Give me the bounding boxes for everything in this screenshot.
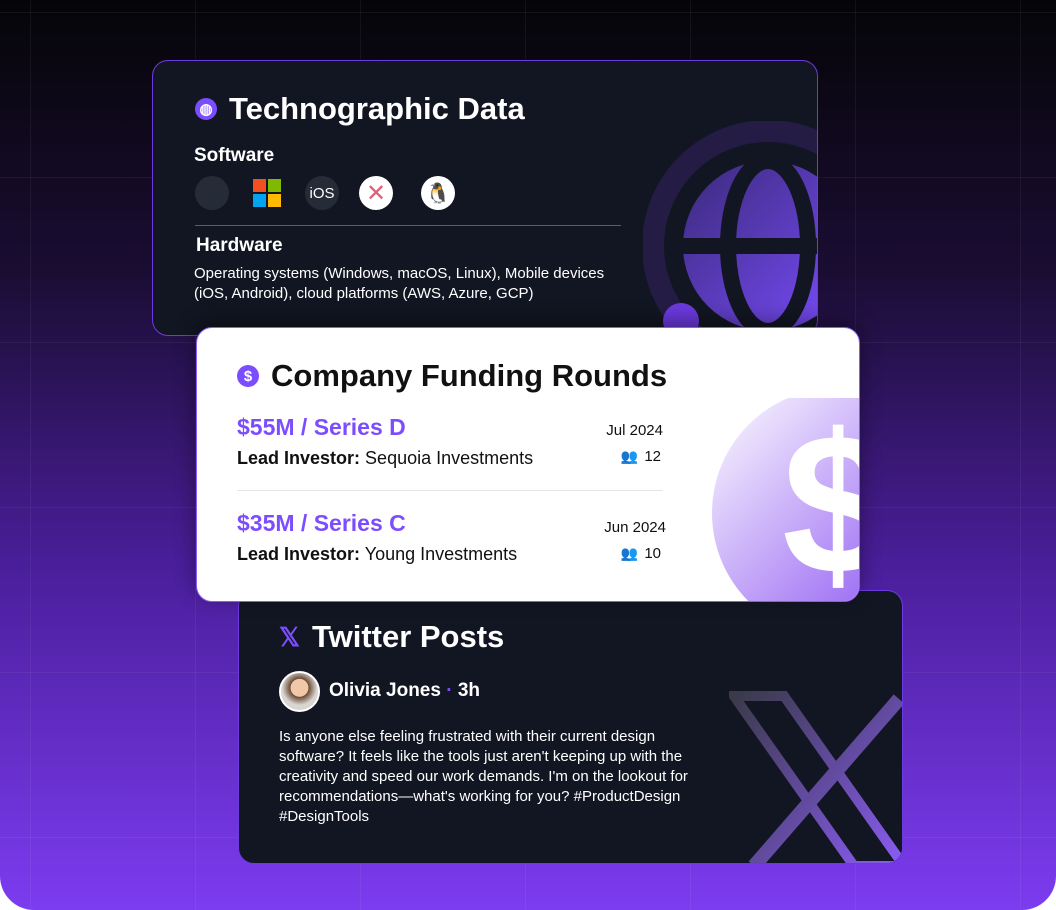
investor-count: 10	[644, 545, 661, 562]
technographic-card: ◍ Technographic Data Software iOS ✕ 🐧 Ha…	[152, 60, 818, 336]
post-time: 3h	[457, 680, 481, 701]
linux-icon: 🐧	[421, 176, 455, 210]
twitter-card: 𝕏 Twitter Posts Olivia Jones · 3h Is any…	[238, 590, 903, 864]
round-amount: $55M / Series D	[237, 414, 406, 440]
divider	[195, 225, 621, 226]
hardware-label: Hardware	[196, 235, 283, 256]
round-date: Jun 2024	[604, 519, 666, 536]
round-date: Jul 2024	[606, 422, 663, 439]
globe-icon: ◍	[195, 98, 217, 120]
x-logo-icon: 𝕏	[279, 621, 300, 652]
lead-label: Lead Investor:	[237, 544, 361, 564]
funding-card: $ $ Company Funding Rounds $55M / Series…	[196, 327, 860, 602]
macos-x-icon: ✕	[359, 176, 393, 210]
author-name[interactable]: Olivia Jones	[329, 680, 441, 701]
hardware-text: Operating systems (Windows, macOS, Linux…	[194, 265, 605, 302]
twitter-title: Twitter Posts	[311, 619, 505, 654]
software-label: Software	[194, 145, 275, 166]
divider	[237, 490, 663, 491]
apple-icon	[195, 176, 229, 210]
users-icon: 👥	[620, 448, 639, 464]
windows-icon	[250, 176, 284, 210]
dollar-icon: $	[237, 365, 259, 387]
globe-decoration-icon	[643, 121, 817, 335]
dollar-decoration-icon: $	[712, 398, 860, 602]
lead-label: Lead Investor:	[237, 448, 361, 468]
investor-name: Young Investments	[364, 544, 518, 564]
svg-text:$: $	[782, 398, 860, 602]
users-icon: 👥	[620, 545, 639, 561]
avatar	[279, 671, 320, 712]
ios-icon: iOS	[305, 176, 339, 210]
investor-count: 12	[644, 448, 661, 465]
post-text: Is anyone else feeling frustrated with t…	[279, 728, 688, 825]
x-logo-decoration-icon	[729, 691, 902, 863]
investor-name: Sequoia Investments	[365, 448, 534, 468]
technographic-title: Technographic Data	[229, 91, 525, 126]
separator: ·	[446, 680, 453, 701]
funding-title: Company Funding Rounds	[271, 358, 668, 393]
round-amount: $35M / Series C	[237, 510, 406, 536]
